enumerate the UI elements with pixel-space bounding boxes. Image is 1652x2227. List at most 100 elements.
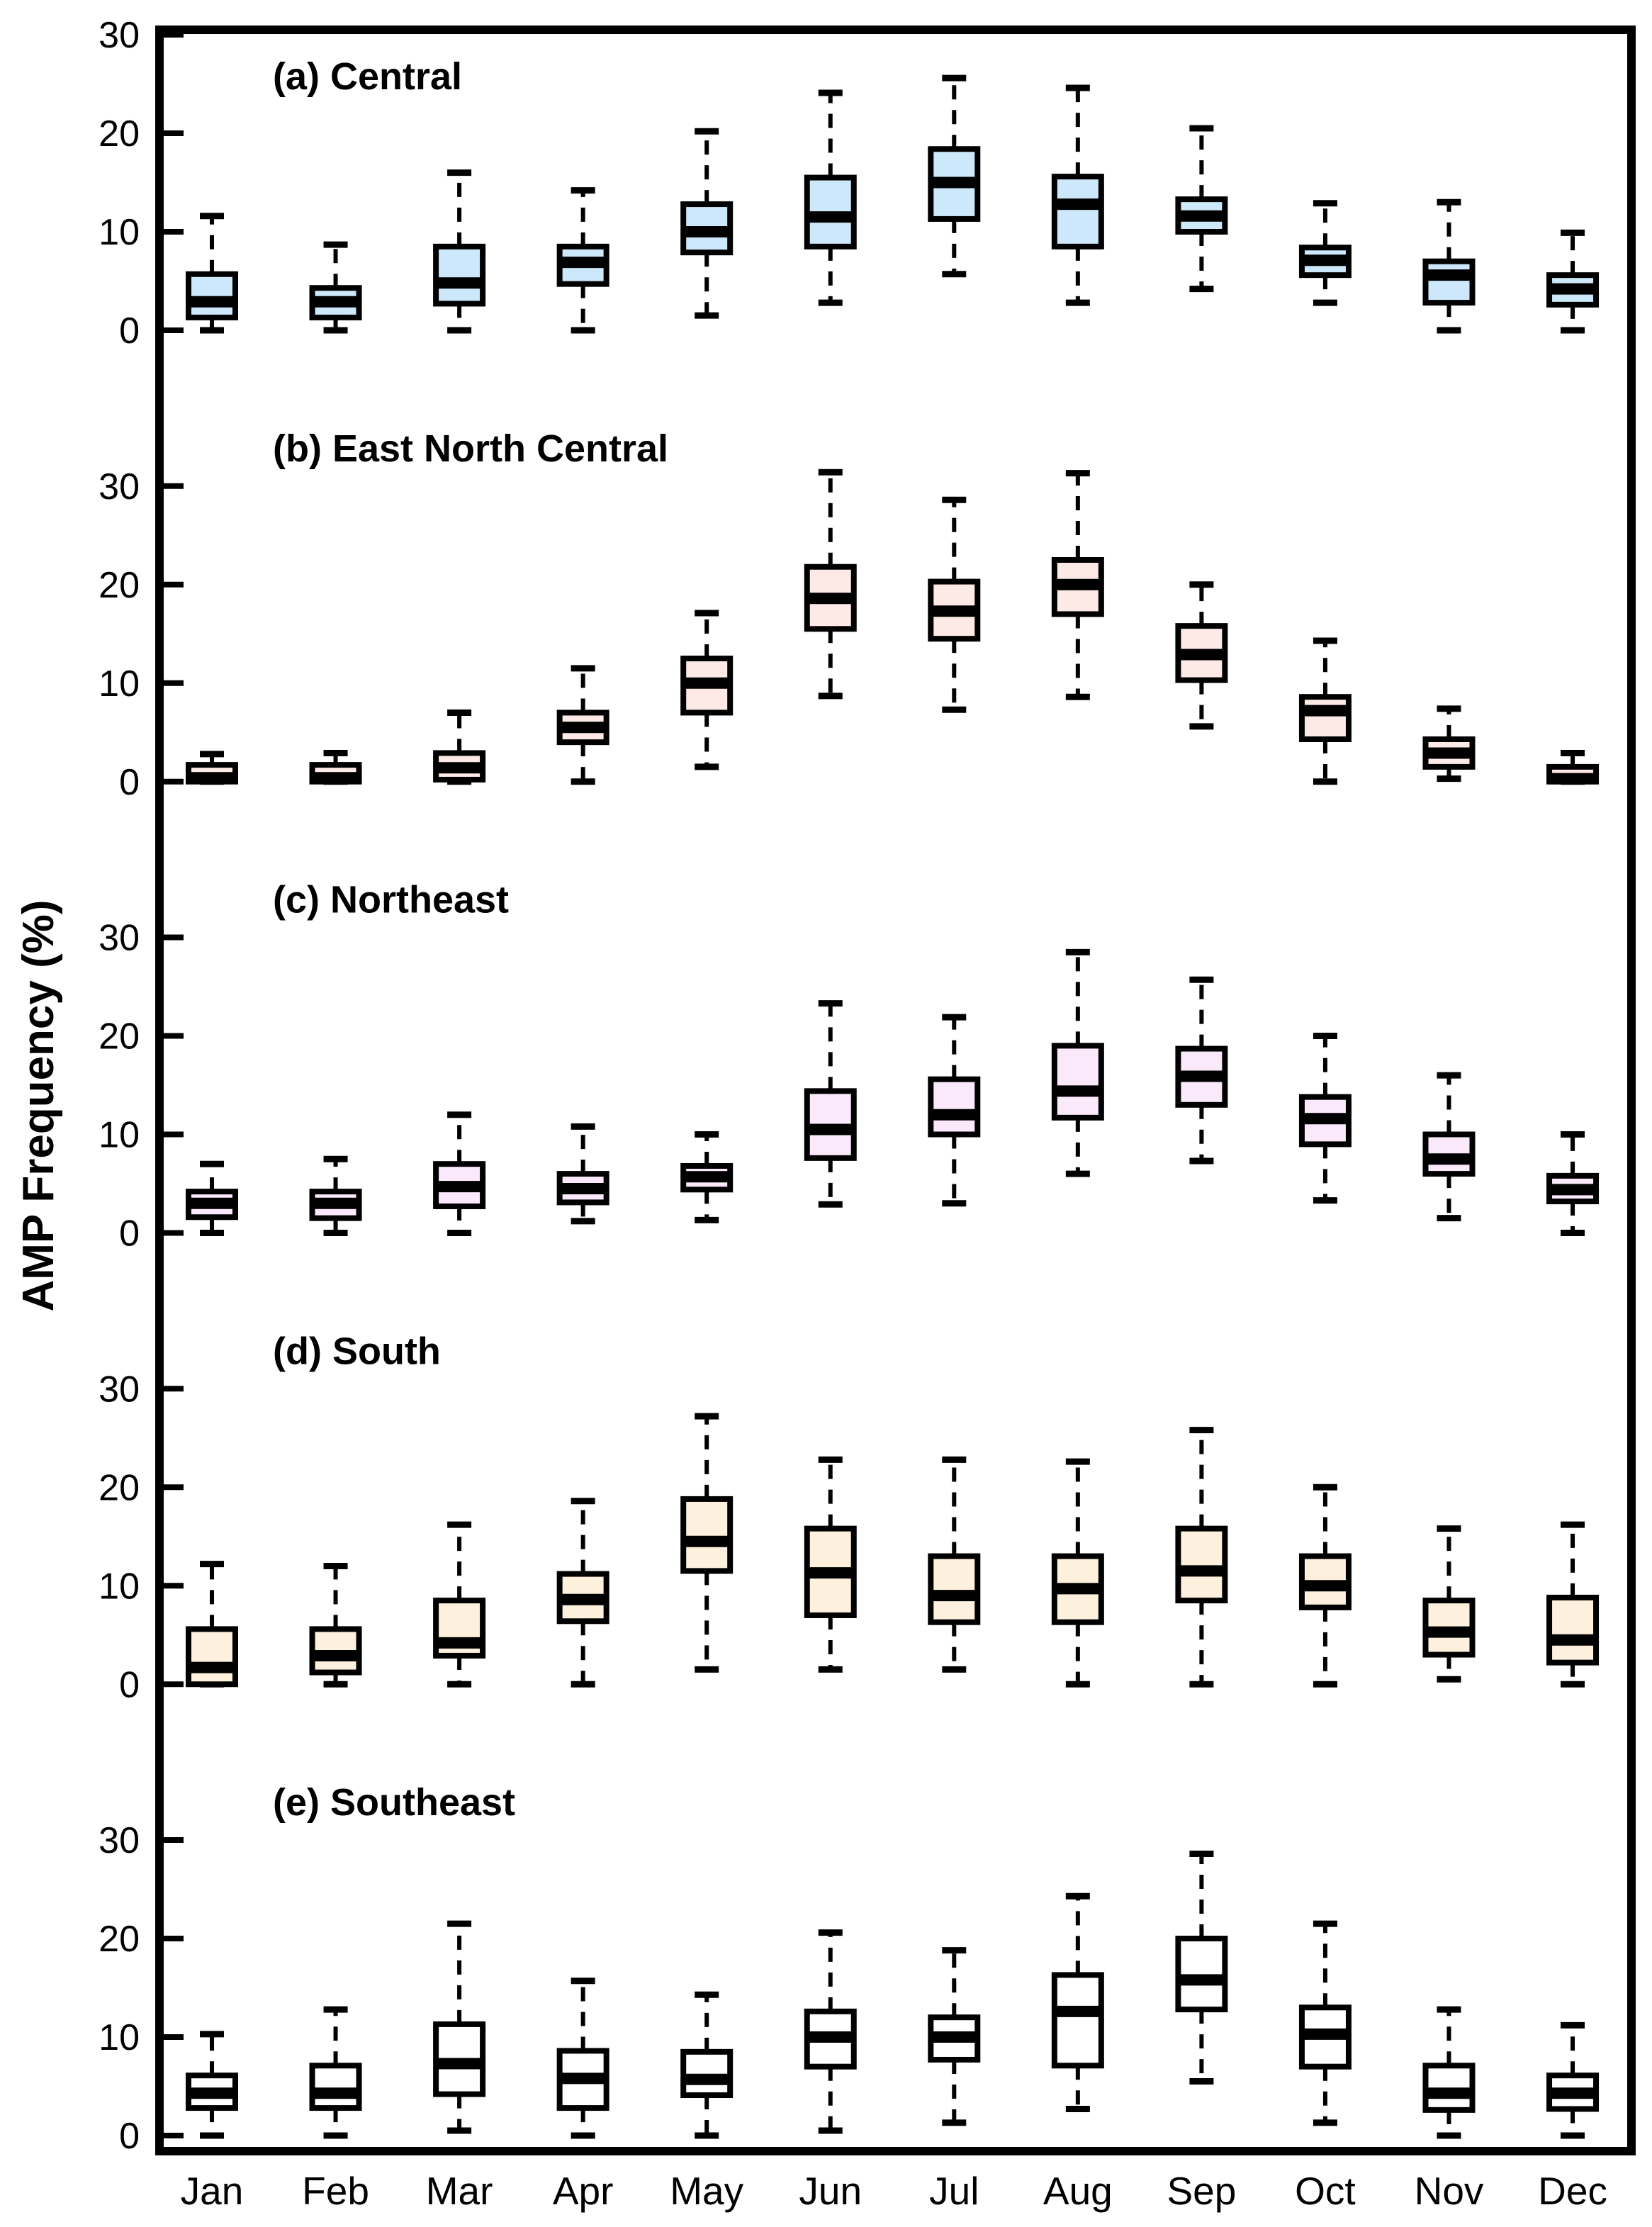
iqr-box [928,1076,981,1138]
box-e-dec [1546,2021,1600,2139]
y-tick-label: 10 [99,212,140,253]
y-tick-label: 20 [99,1467,140,1508]
y-tick-label: 30 [99,918,140,959]
iqr-box [680,1496,734,1574]
box-a-jul [928,74,981,278]
box-e-jan [186,2031,238,2139]
box-b-mar [433,709,486,785]
box-c-nov [1422,1072,1476,1222]
box-d-oct [1298,1483,1352,1688]
box-c-jun [804,1000,857,1208]
box-a-sep [1175,125,1228,293]
box-b-apr [556,665,609,785]
box-a-dec [1546,229,1600,334]
y-tick-label: 0 [119,1664,140,1705]
y-tick-label: 10 [99,1115,140,1156]
iqr-box [1051,1043,1104,1121]
panel-e: 0 10 20 30 (e) Southeast [99,1781,1600,2157]
box-d-jan [186,1561,238,1688]
box-b-nov [1422,705,1476,782]
box-e-apr [556,1978,609,2139]
panel-a: 0 10 20 30 (a) Central [99,15,1600,352]
box-a-mar [433,169,486,334]
box-b-jan [186,751,238,785]
box-c-jan [186,1160,238,1236]
box-c-dec [1546,1131,1600,1236]
panel-title: (d) South [273,1330,441,1372]
x-tick-label: Apr [553,2169,614,2213]
box-e-nov [1422,2006,1476,2139]
box-c-oct [1298,1033,1352,1204]
box-b-aug [1051,470,1104,700]
x-tick-label: Jun [799,2169,862,2213]
box-e-jul [928,1947,981,2126]
y-tick-label: 20 [99,1016,140,1058]
box-e-jun [804,1929,857,2134]
box-c-mar [433,1111,486,1236]
plot-frame [155,26,1636,2155]
box-e-aug [1051,1892,1104,2112]
box-b-oct [1298,637,1352,785]
box-b-may [680,610,734,770]
panel-title: (e) Southeast [273,1781,515,1824]
box-a-may [680,128,734,319]
x-axis-labels-layer: Jan Feb Mar Apr May Jun Jul Aug Sep Oct Nov Dec [181,2169,1607,2213]
x-tick-label: Jan [181,2169,244,2213]
iqr-box [433,243,486,307]
iqr-box [186,1626,238,1688]
box-c-feb [309,1155,362,1236]
y-tick-label: 30 [99,1369,140,1410]
y-tick-label: 30 [99,15,140,56]
box-e-feb [309,2006,362,2139]
box-a-jun [804,89,857,306]
x-tick-label: Mar [426,2169,493,2213]
box-d-jul [928,1456,981,1673]
panel-c: 0 10 20 30 (c) Northeast [99,879,1600,1255]
x-tick-label: May [670,2169,743,2213]
box-d-feb [309,1562,362,1688]
box-a-aug [1051,84,1104,306]
box-b-feb [309,749,362,785]
iqr-box [1175,1936,1228,2013]
box-e-mar [433,1920,486,2134]
box-d-jun [804,1456,857,1673]
y-tick-label: 20 [99,565,140,606]
panel-b: 0 10 20 30 (b) East North Central [99,427,1600,803]
box-a-apr [556,187,609,334]
y-tick-label: 20 [99,113,140,155]
box-d-mar [433,1521,486,1688]
iqr-box [309,2063,362,2111]
box-e-may [680,1991,734,2139]
x-tick-label: Aug [1043,2169,1113,2213]
box-a-oct [1298,200,1352,306]
y-tick-label: 30 [99,1820,140,1861]
iqr-box [1051,174,1104,249]
box-d-may [680,1413,734,1673]
box-c-apr [556,1123,609,1225]
x-tick-label: Oct [1295,2169,1356,2213]
y-axis-title: AMP Frequency (%) [14,899,63,1311]
y-tick-label: 0 [119,762,140,803]
panel-title: (a) Central [273,55,462,98]
y-tick-label: 10 [99,2017,140,2058]
x-tick-label: Jul [929,2169,979,2213]
box-e-sep [1175,1850,1228,2085]
box-a-nov [1422,198,1476,334]
box-a-feb [309,241,362,334]
box-c-sep [1175,976,1228,1165]
box-d-aug [1051,1458,1104,1688]
box-d-dec [1546,1521,1600,1688]
box-a-jan [186,213,238,334]
y-tick-label: 30 [99,466,140,507]
x-tick-label: Nov [1415,2169,1484,2213]
iqr-box [186,271,238,320]
iqr-box [1546,1594,1600,1666]
y-tick-label: 10 [99,1566,140,1607]
panels-layer: 0 10 20 30 (a) Central 0 10 20 30 (b) East North … [99,15,1600,2157]
y-tick-label: 0 [119,2116,140,2157]
iqr-box [1422,258,1476,306]
panel-title: (b) East North Central [273,427,668,470]
box-c-jul [928,1014,981,1207]
